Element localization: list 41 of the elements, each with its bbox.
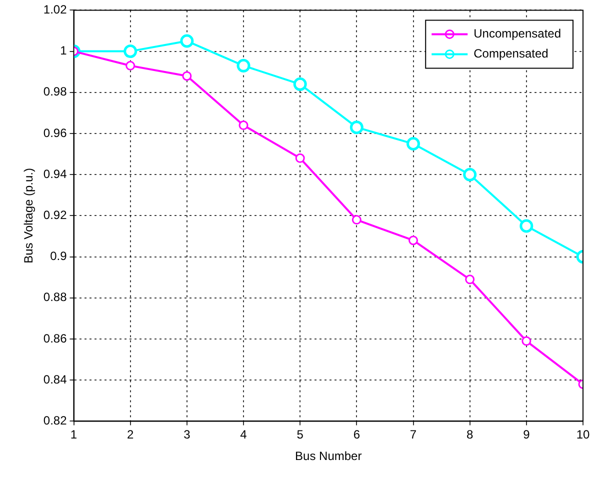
x-tick-label: 10 bbox=[576, 428, 590, 442]
y-axis-title: Bus Voltage (p.u.) bbox=[22, 168, 36, 264]
y-tick-label: 0.86 bbox=[43, 331, 68, 346]
x-tick-label: 3 bbox=[184, 428, 191, 442]
point bbox=[522, 336, 532, 346]
point bbox=[463, 168, 477, 182]
legend-label: Uncompensated bbox=[474, 26, 562, 41]
x-axis-title: Bus Number bbox=[295, 449, 362, 464]
y-tick-label: 0.84 bbox=[43, 372, 68, 386]
point bbox=[295, 153, 305, 163]
y-tick-label: 0.88 bbox=[43, 290, 68, 304]
y-tick-label: 0.98 bbox=[43, 84, 68, 99]
point bbox=[350, 120, 364, 134]
point bbox=[124, 44, 138, 58]
point bbox=[406, 137, 420, 151]
y-tick-label: 0.82 bbox=[43, 414, 68, 428]
x-tick-label: 2 bbox=[126, 428, 134, 442]
point bbox=[465, 274, 475, 284]
point bbox=[126, 60, 136, 70]
point bbox=[408, 236, 418, 246]
y-tick-label: 0.96 bbox=[43, 126, 68, 140]
y-tick-label: 0.92 bbox=[43, 208, 68, 222]
point bbox=[520, 219, 534, 233]
point bbox=[293, 77, 307, 91]
legend-label: Compensated bbox=[474, 46, 548, 61]
y-tick-label: 0.94 bbox=[43, 166, 68, 181]
point bbox=[182, 71, 192, 81]
point bbox=[180, 34, 194, 48]
y-tick-label: 0.9 bbox=[50, 249, 68, 264]
x-tick-label: 5 bbox=[296, 428, 304, 442]
x-tick-label: 9 bbox=[523, 428, 530, 442]
point bbox=[238, 120, 248, 130]
x-tick-label: 7 bbox=[410, 428, 417, 442]
x-tick-label: 1 bbox=[70, 428, 78, 442]
point bbox=[352, 215, 362, 225]
point bbox=[236, 58, 250, 72]
x-tick-label: 8 bbox=[466, 428, 474, 442]
x-tick-label: 4 bbox=[240, 428, 248, 442]
x-tick-label: 6 bbox=[353, 428, 360, 442]
y-tick-label: 1.02 bbox=[43, 2, 68, 17]
y-tick-label: 1 bbox=[60, 44, 68, 58]
